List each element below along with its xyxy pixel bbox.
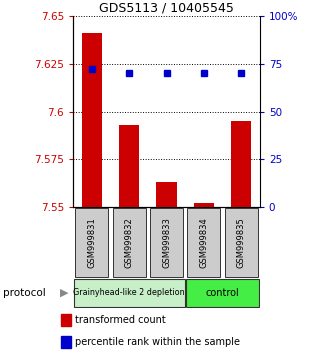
Bar xyxy=(61,336,71,348)
Text: protocol: protocol xyxy=(3,288,46,298)
Text: GSM999835: GSM999835 xyxy=(236,217,246,268)
Bar xyxy=(61,314,71,326)
Bar xyxy=(82,33,102,207)
FancyBboxPatch shape xyxy=(225,208,257,277)
Text: GSM999834: GSM999834 xyxy=(199,217,208,268)
FancyBboxPatch shape xyxy=(185,279,259,307)
Text: control: control xyxy=(205,288,239,298)
Text: ▶: ▶ xyxy=(60,288,68,298)
Bar xyxy=(156,182,177,207)
Title: GDS5113 / 10405545: GDS5113 / 10405545 xyxy=(99,2,234,15)
Text: GSM999833: GSM999833 xyxy=(162,217,171,268)
Bar xyxy=(193,203,214,207)
FancyBboxPatch shape xyxy=(150,208,183,277)
FancyBboxPatch shape xyxy=(113,208,146,277)
Bar xyxy=(119,125,140,207)
FancyBboxPatch shape xyxy=(74,279,185,307)
Bar xyxy=(231,121,251,207)
Text: percentile rank within the sample: percentile rank within the sample xyxy=(75,337,240,347)
Text: Grainyhead-like 2 depletion: Grainyhead-like 2 depletion xyxy=(73,289,185,297)
Text: GSM999832: GSM999832 xyxy=(125,217,134,268)
FancyBboxPatch shape xyxy=(187,208,220,277)
FancyBboxPatch shape xyxy=(76,208,108,277)
Text: GSM999831: GSM999831 xyxy=(87,217,97,268)
Text: transformed count: transformed count xyxy=(75,315,166,325)
